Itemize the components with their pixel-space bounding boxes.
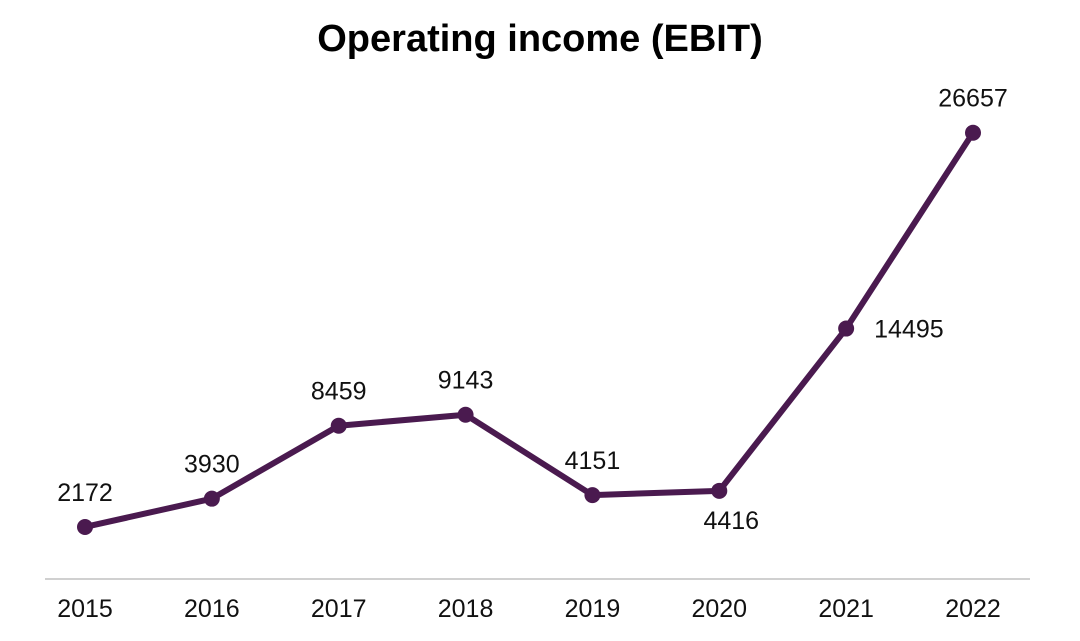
x-tick-label-2022: 2022 — [945, 595, 1001, 623]
x-tick-label-2020: 2020 — [691, 595, 747, 623]
data-point-2015 — [77, 518, 93, 535]
data-label-2022: 26657 — [938, 85, 1008, 113]
data-label-2020: 4416 — [703, 507, 759, 535]
data-point-2019 — [584, 487, 601, 504]
data-point-2020 — [711, 482, 728, 499]
data-label-2021: 14495 — [874, 316, 944, 344]
series-line — [82, 129, 976, 530]
x-tick-label-2017: 2017 — [311, 595, 367, 623]
data-labels: 2172 3930 8459 9143 4151 4416 14495 26657 — [57, 85, 1008, 535]
data-point-2017 — [330, 417, 347, 434]
data-point-2022 — [965, 124, 981, 141]
x-tick-label-2015: 2015 — [57, 595, 113, 623]
data-point-2021 — [838, 320, 855, 337]
x-tick-label-2018: 2018 — [438, 595, 494, 623]
data-label-2016: 3930 — [184, 451, 240, 479]
x-tick-label-2016: 2016 — [184, 595, 240, 623]
data-points — [77, 124, 981, 535]
x-tick-labels: 2015 2016 2017 2018 2019 2020 2021 2022 — [57, 595, 1001, 623]
x-tick-label-2021: 2021 — [818, 595, 874, 623]
data-label-2019: 4151 — [565, 447, 621, 475]
data-label-2018: 9143 — [438, 367, 494, 395]
x-tick-label-2019: 2019 — [565, 595, 621, 623]
data-label-2017: 8459 — [311, 378, 367, 406]
data-point-2018 — [457, 406, 474, 423]
chart-title: Operating income (EBIT) — [317, 18, 763, 60]
data-point-2016 — [203, 490, 220, 507]
data-label-2015: 2172 — [57, 479, 113, 507]
